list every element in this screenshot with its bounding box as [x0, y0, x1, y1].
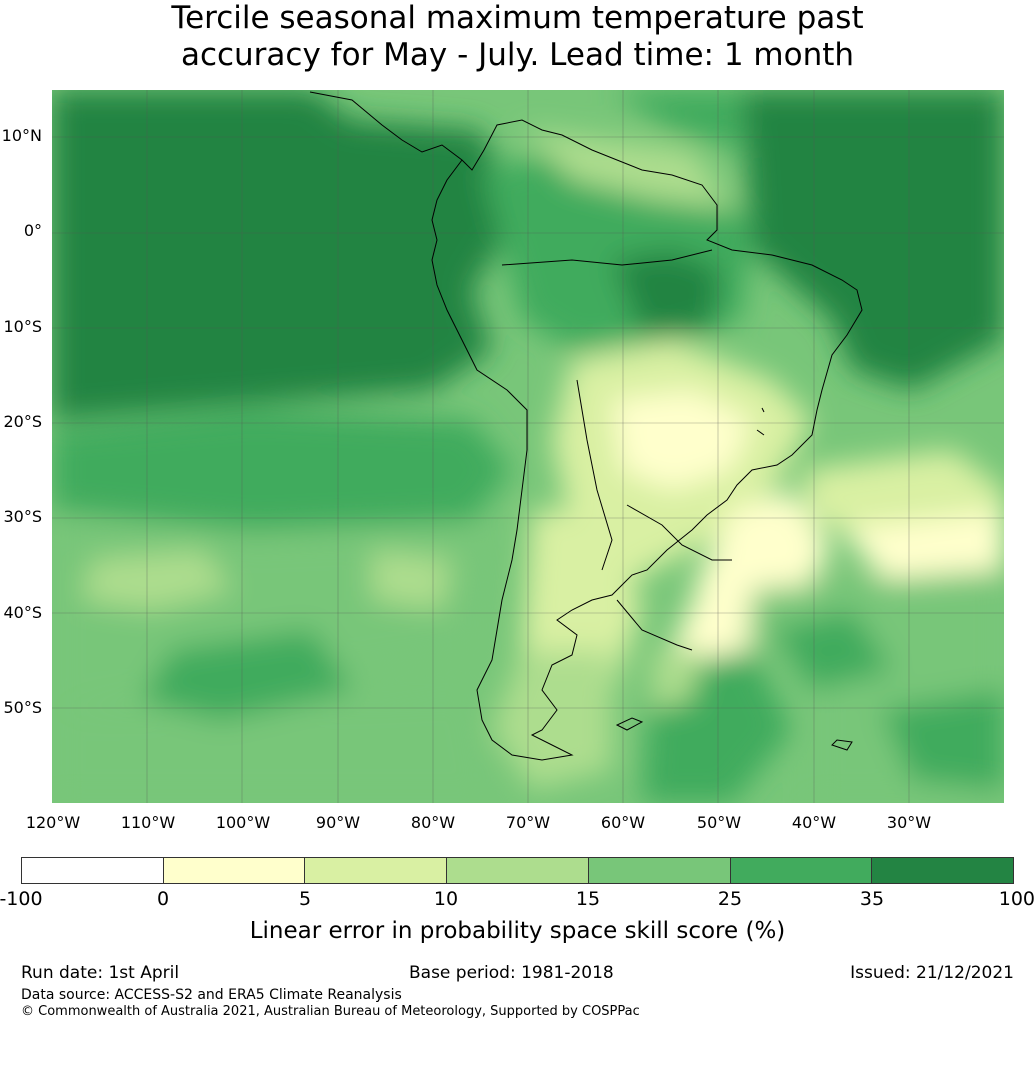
colorbar-segment — [730, 858, 873, 883]
lon-label-60w: 60°W — [600, 813, 646, 832]
colorbar-tick: 0 — [156, 888, 170, 910]
copyright: © Commonwealth of Australia 2021, Austra… — [21, 1004, 640, 1019]
skill-field — [52, 90, 1004, 803]
colorbar-tick: 10 — [433, 888, 459, 910]
lon-label-120w: 120°W — [25, 813, 81, 832]
colorbar-segment — [447, 858, 589, 883]
base-period: Base period: 1981-2018 — [409, 963, 614, 983]
lat-label-20s: 20°S — [3, 412, 42, 431]
colorbar-tick: 25 — [717, 888, 743, 910]
lon-label-30w: 30°W — [886, 813, 932, 832]
colorbar-tick: 35 — [859, 888, 885, 910]
lon-label-90w: 90°W — [315, 813, 361, 832]
lon-label-80w: 80°W — [410, 813, 456, 832]
colorbar-segment — [588, 858, 731, 883]
colorbar-segment — [305, 858, 448, 883]
run-date: Run date: 1st April — [21, 963, 180, 983]
lon-label-70w: 70°W — [505, 813, 551, 832]
title-line-1: Tercile seasonal maximum temperature pas… — [171, 0, 864, 36]
map-gridlines — [52, 90, 1004, 803]
lat-label-10n: 10°N — [1, 126, 42, 145]
colorbar-segment — [163, 858, 306, 883]
colorbar — [21, 857, 1014, 884]
lat-label-50s: 50°S — [3, 698, 42, 717]
coastline — [309, 91, 863, 761]
colorbar-tick: -100 — [0, 888, 43, 910]
colorbar-tick: 5 — [298, 888, 312, 910]
lat-label-0: 0° — [23, 221, 42, 240]
lat-label-10s: 10°S — [3, 317, 42, 336]
issued-date: Issued: 21/12/2021 — [850, 963, 1014, 983]
colorbar-tick: 15 — [575, 888, 601, 910]
lat-label-40s: 40°S — [3, 603, 42, 622]
lon-label-50w: 50°W — [696, 813, 742, 832]
title-line-2: accuracy for May - July. Lead time: 1 mo… — [180, 37, 855, 73]
lon-label-100w: 100°W — [215, 813, 271, 832]
colorbar-segment — [22, 858, 164, 883]
lon-label-40w: 40°W — [791, 813, 837, 832]
data-source: Data source: ACCESS-S2 and ERA5 Climate … — [21, 987, 402, 1003]
chart-title: Tercile seasonal maximum temperature pas… — [0, 0, 1035, 74]
colorbar-label: Linear error in probability space skill … — [249, 918, 786, 944]
lat-label-30s: 30°S — [3, 507, 42, 526]
colorbar-segment — [872, 858, 1014, 883]
colorbar-tick: 100 — [998, 888, 1035, 910]
lon-label-110w: 110°W — [120, 813, 176, 832]
skill-score-map — [52, 90, 1004, 803]
